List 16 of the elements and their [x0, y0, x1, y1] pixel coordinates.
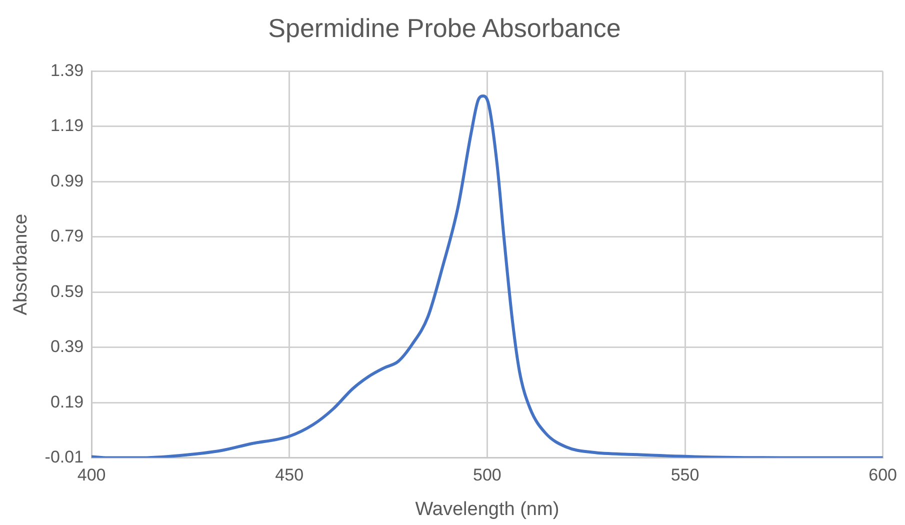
y-tick-label: -0.01: [44, 447, 84, 466]
x-tick-label: 450: [275, 466, 304, 485]
y-tick-label: 1.39: [50, 60, 84, 80]
x-axis-title: Wavelength (nm): [415, 498, 560, 520]
y-tick-label: 0.99: [50, 171, 84, 190]
y-axis-title: Absorbance: [10, 214, 32, 316]
x-tick-label: 400: [77, 466, 106, 485]
x-tick-label: 600: [868, 466, 898, 485]
y-tick-label: 0.39: [50, 337, 84, 356]
y-tick-label: 0.19: [50, 392, 84, 412]
chart-title: Spermidine Probe Absorbance: [268, 12, 621, 43]
y-tick-label: 1.19: [50, 116, 84, 136]
y-tick-label: 0.59: [50, 282, 84, 301]
y-tick-label: 0.79: [50, 226, 84, 246]
x-tick-label: 500: [472, 466, 502, 485]
x-tick-label: 550: [670, 466, 700, 485]
